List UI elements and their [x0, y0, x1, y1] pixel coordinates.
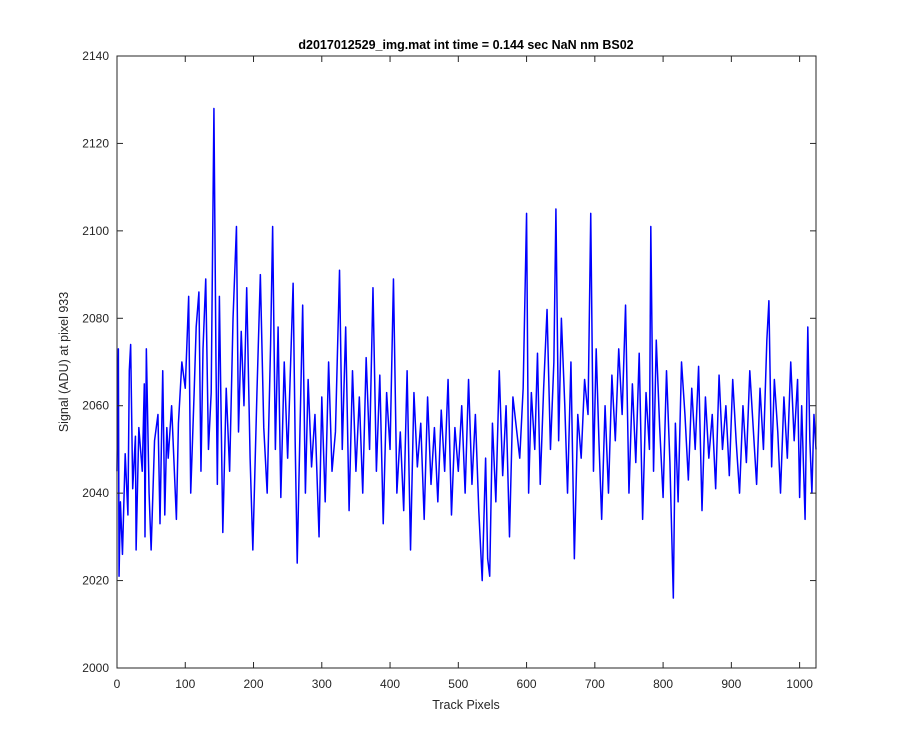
axes-box	[116, 55, 817, 669]
x-tick-label: 300	[312, 677, 332, 691]
y-tick-label: 2080	[82, 311, 109, 325]
x-tick-label: 800	[653, 677, 673, 691]
ticks-layer: 0 100 200 300 400 500 600 700 800 900 1000 2000 2020…	[82, 49, 816, 691]
x-axis-label: Track Pixels	[432, 698, 500, 712]
y-tick-label: 2060	[82, 399, 109, 413]
x-tick-label: 1000	[786, 677, 813, 691]
y-axis-label: Signal (ADU) at pixel 933	[57, 292, 71, 432]
plot-area	[117, 56, 816, 668]
series-layer	[116, 107, 817, 599]
series-line-0	[116, 107, 817, 599]
x-tick-label: 700	[585, 677, 605, 691]
y-tick-label: 2140	[82, 49, 109, 63]
chart-title: d2017012529_img.mat int time = 0.144 sec…	[298, 38, 633, 52]
y-tick-label: 2000	[82, 661, 109, 675]
y-tick-label: 2120	[82, 136, 109, 150]
x-tick-label: 900	[721, 677, 741, 691]
x-tick-label: 500	[448, 677, 468, 691]
x-tick-label: 200	[244, 677, 264, 691]
x-tick-label: 600	[517, 677, 537, 691]
x-tick-label: 400	[380, 677, 400, 691]
y-tick-label: 2020	[82, 574, 109, 588]
y-tick-label: 2040	[82, 486, 109, 500]
x-tick-label: 0	[114, 677, 121, 691]
y-tick-label: 2100	[82, 224, 109, 238]
x-tick-label: 100	[175, 677, 195, 691]
